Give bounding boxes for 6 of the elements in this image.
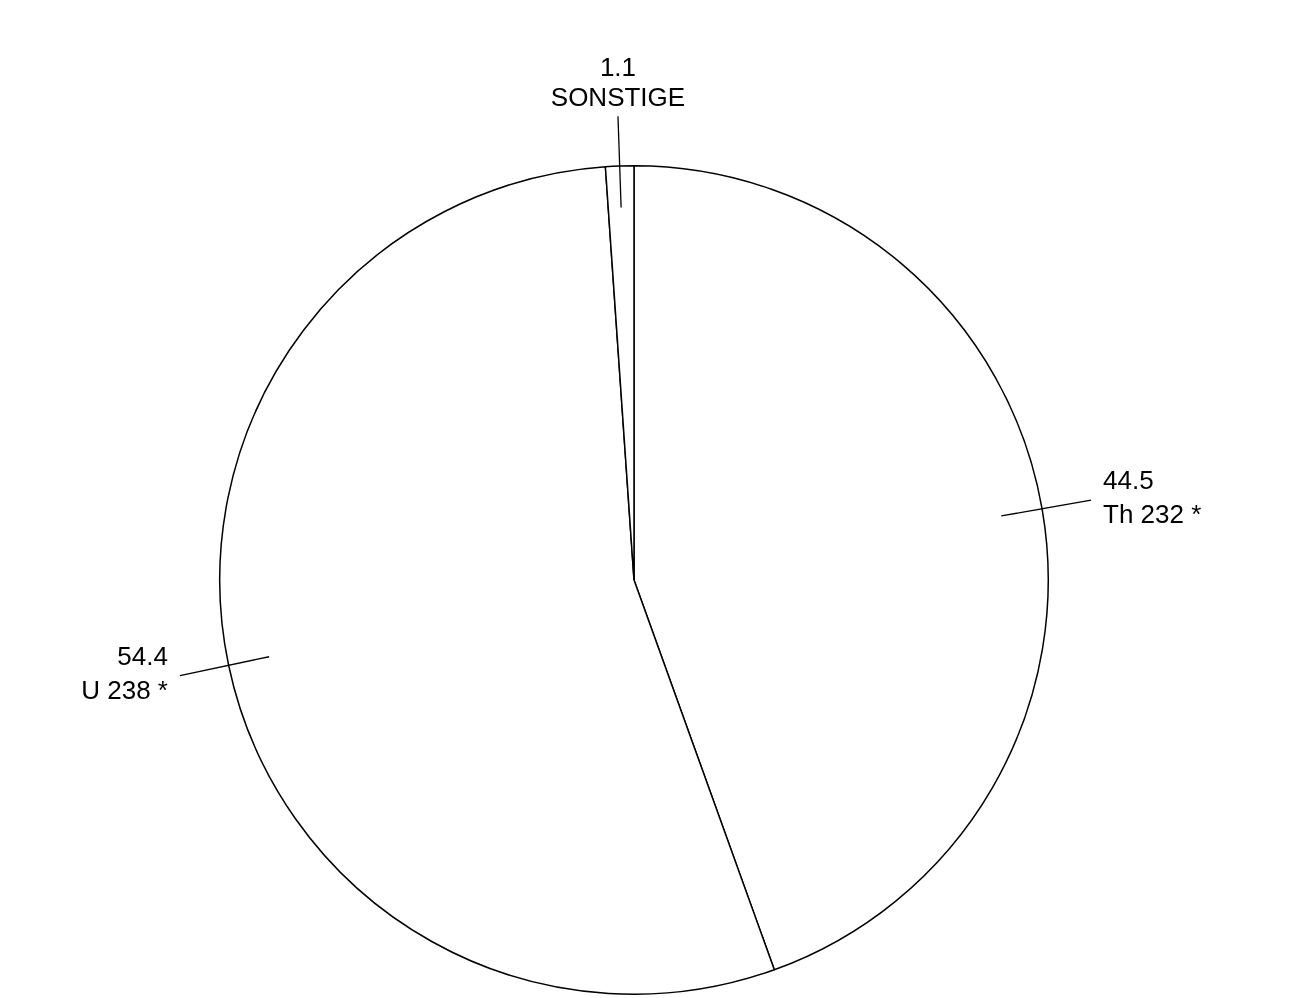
data-label: 54.4 (117, 640, 168, 671)
data-label: 44.5 (1103, 465, 1154, 496)
data-label: 1.1 (599, 52, 637, 83)
slice-label: U 238 * (81, 674, 168, 705)
slice-label: SONSTIGE (550, 82, 686, 113)
slice-label: Th 232 * (1103, 499, 1202, 530)
